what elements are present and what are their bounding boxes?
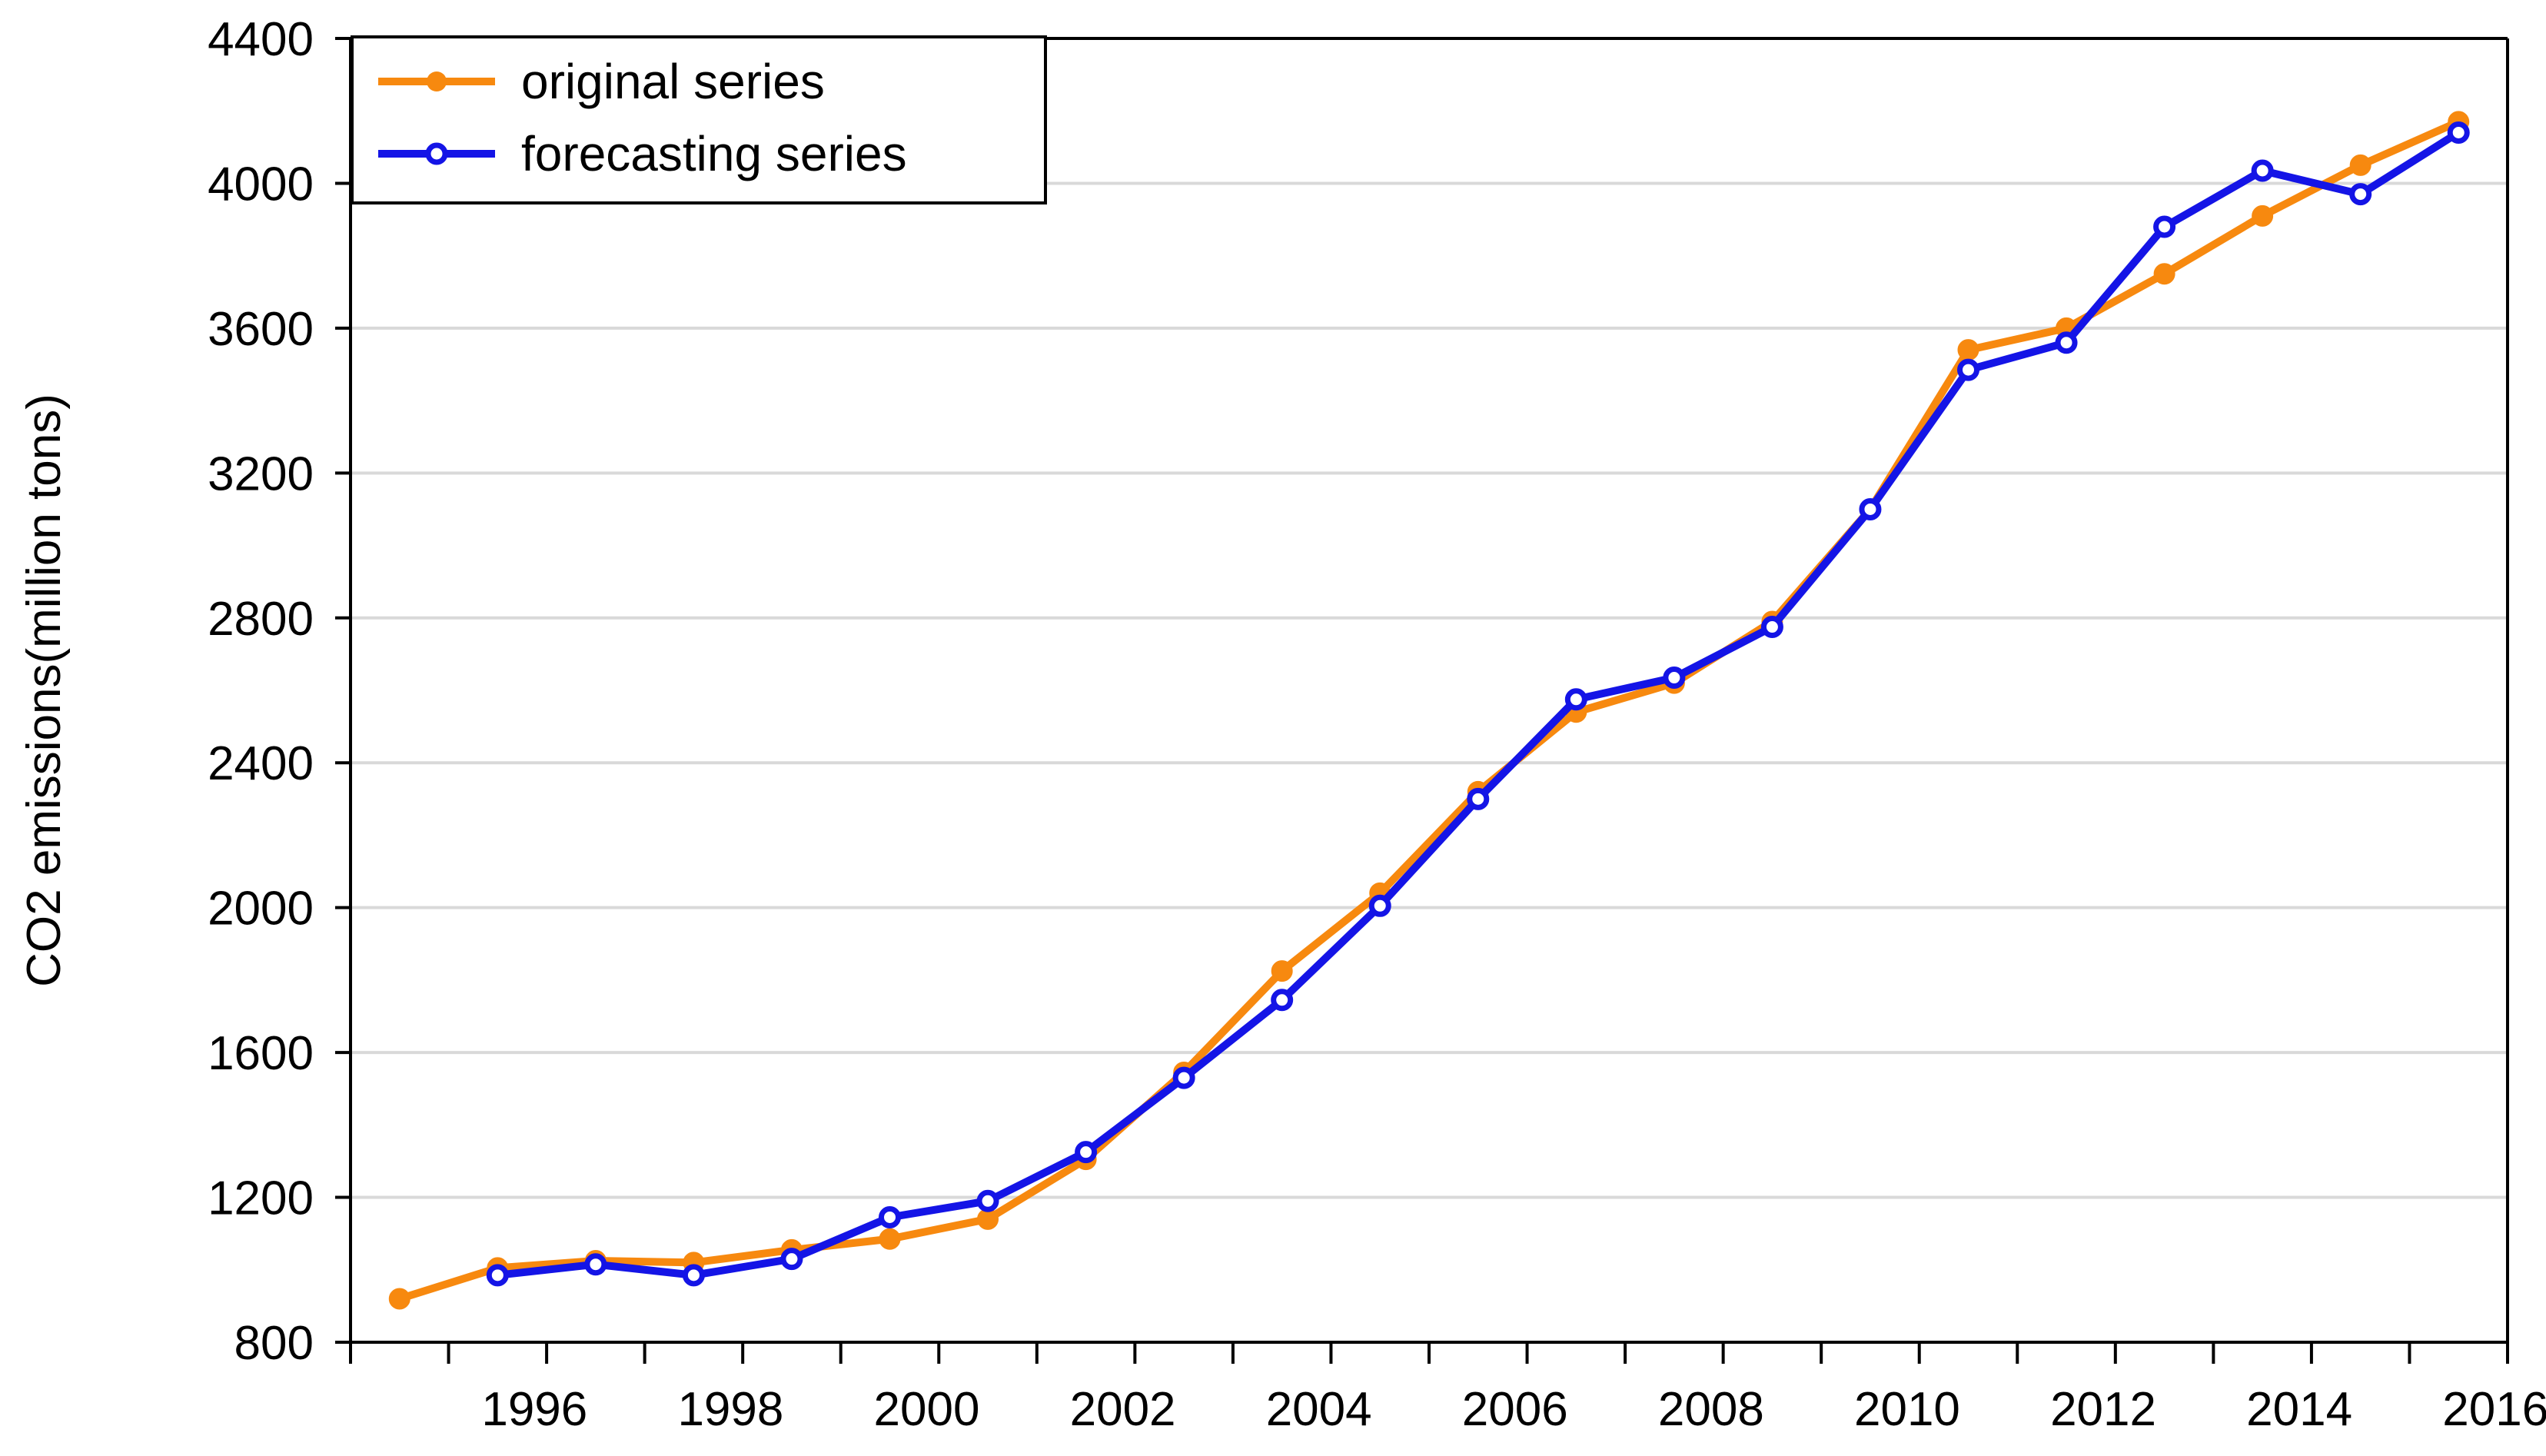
x-tick-label: 2014 — [2246, 1383, 2352, 1436]
forecasting-series-point — [2153, 215, 2176, 238]
forecasting-series-point — [1859, 497, 1882, 520]
forecasting-series-point — [486, 1264, 509, 1287]
forecasting-series-point — [1663, 667, 1686, 690]
legend-box — [351, 35, 1047, 204]
y-tick-label: 1200 — [208, 1172, 314, 1225]
forecasting-series-point — [1760, 616, 1783, 639]
forecasting-series-point — [2349, 183, 2372, 206]
forecasting-series-point — [1368, 894, 1391, 917]
forecasting-series-point — [879, 1205, 901, 1228]
y-tick-label: 4400 — [208, 13, 314, 66]
forecasting-series-point — [780, 1248, 803, 1271]
forecasting-series-line — [494, 128, 2463, 1279]
x-tick-label: 1996 — [481, 1383, 587, 1436]
forecasting-series-point — [2251, 159, 2274, 182]
forecasting-series-point — [1075, 1141, 1098, 1164]
legend-label-original: original series — [521, 54, 825, 109]
forecasting-series-point — [1564, 688, 1587, 711]
y-tick-label: 2400 — [208, 737, 314, 790]
x-tick-label: 1998 — [677, 1383, 783, 1436]
original-series-line — [395, 118, 2463, 1303]
x-tick-label: 2006 — [1462, 1383, 1568, 1436]
forecasting-series-point — [1957, 358, 1979, 381]
forecasting-series-point — [1467, 787, 1490, 810]
original-series-point — [1957, 339, 1979, 361]
x-tick-label: 2012 — [2050, 1383, 2156, 1436]
forecasting-series-point — [1271, 989, 1294, 1012]
x-tick-label: 2010 — [1854, 1383, 1960, 1436]
y-tick-label: 3200 — [208, 447, 314, 500]
forecasting-series-point — [2447, 121, 2470, 144]
original-series-point — [2349, 154, 2372, 176]
forecasting-series-point — [682, 1264, 705, 1287]
axes: 800 1200 1600 2000 2400 2800 3200 3600 4000 4400 1… — [18, 13, 2546, 1436]
series-lines — [388, 111, 2470, 1310]
y-tick-label: 2800 — [208, 593, 314, 646]
forecasting-series-point — [1172, 1066, 1195, 1089]
original-series-point — [1271, 960, 1293, 982]
forecasting-series-point — [2055, 331, 2078, 354]
x-tick-label: 2000 — [874, 1383, 980, 1436]
x-tick-label: 2004 — [1266, 1383, 1372, 1436]
legend-marker-original — [427, 71, 447, 91]
legend: original series forecasting series — [351, 35, 1047, 204]
forecasting-series-point — [976, 1189, 999, 1212]
x-tick-label: 2002 — [1070, 1383, 1176, 1436]
original-series-point — [388, 1288, 410, 1310]
legend-label-forecasting: forecasting series — [521, 126, 907, 181]
original-series-point — [2153, 263, 2175, 285]
y-tick-label: 3600 — [208, 303, 314, 356]
y-tick-label: 800 — [234, 1317, 314, 1370]
original-series-point — [879, 1228, 901, 1250]
y-tick-label: 1600 — [208, 1027, 314, 1080]
legend-marker-forecasting — [425, 142, 448, 165]
y-tick-label: 4000 — [208, 158, 314, 211]
x-tick-label: 2008 — [1658, 1383, 1764, 1436]
original-series-point — [2252, 204, 2274, 227]
forecasting-series-point — [584, 1253, 607, 1276]
y-axis-title: CO2 emissions(million tons) — [18, 394, 71, 987]
x-tick-label: 2016 — [2442, 1383, 2546, 1436]
y-tick-label: 2000 — [208, 883, 314, 936]
